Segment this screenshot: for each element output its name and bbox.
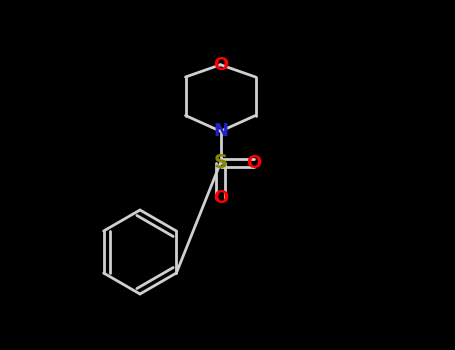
Text: S: S bbox=[213, 153, 228, 172]
Text: N: N bbox=[213, 122, 228, 140]
Text: O: O bbox=[246, 154, 261, 172]
Text: O: O bbox=[213, 56, 228, 74]
Text: O: O bbox=[213, 189, 228, 207]
